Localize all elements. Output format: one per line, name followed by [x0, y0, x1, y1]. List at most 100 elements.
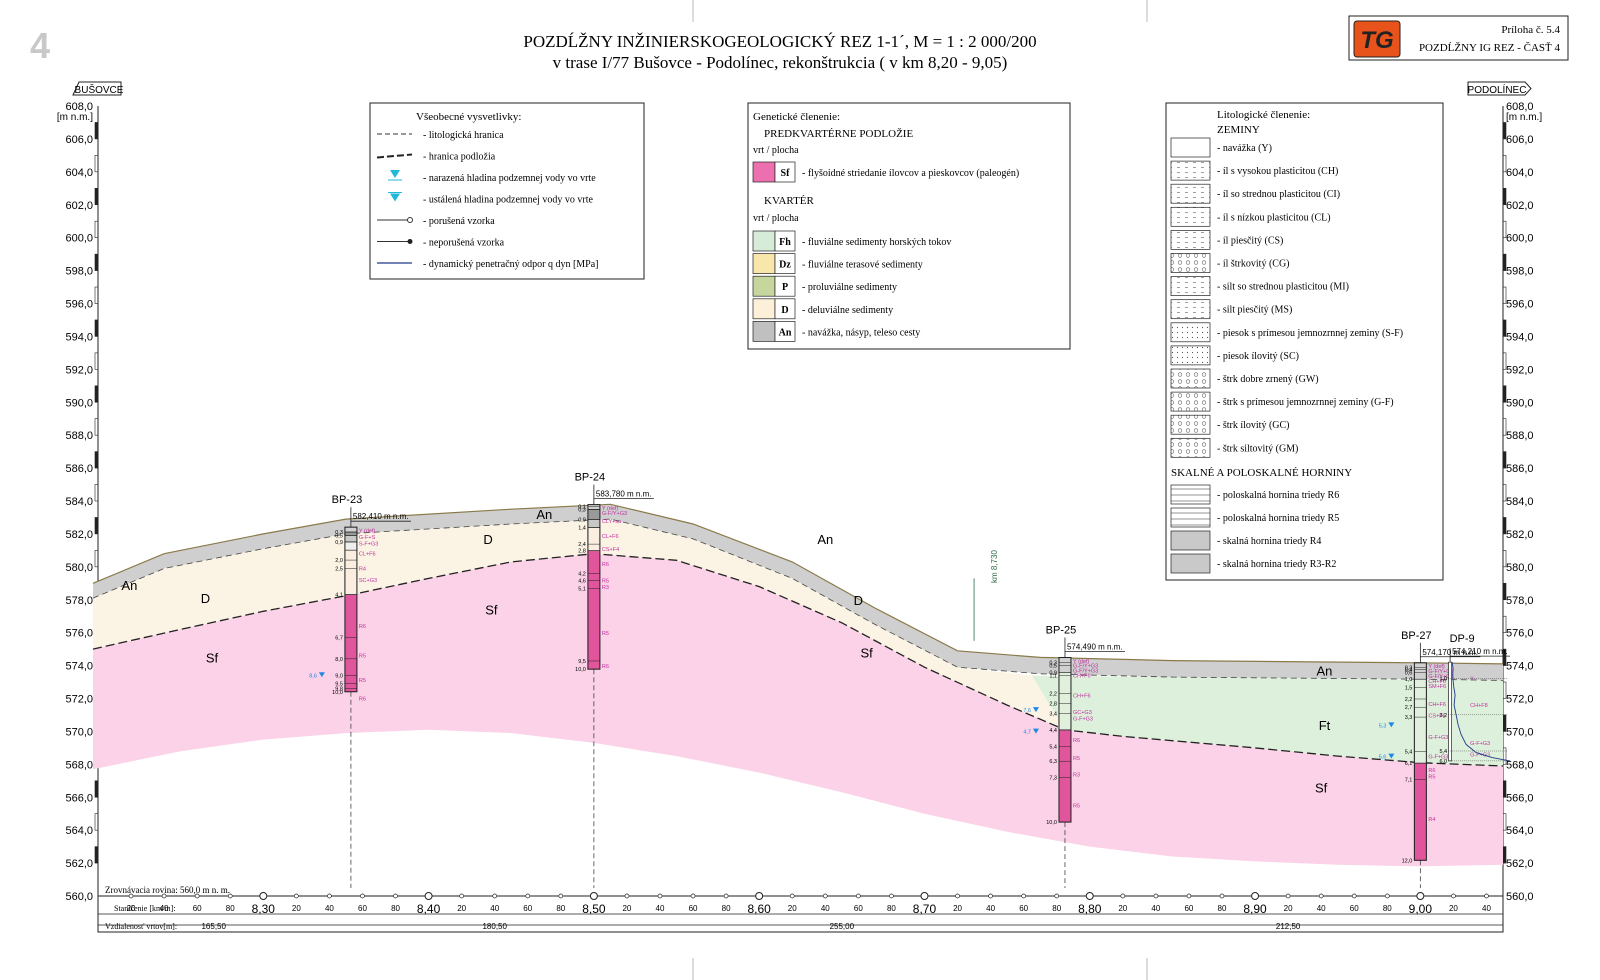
station-minor-label: 40: [986, 904, 995, 913]
borehole-name: BP-23: [332, 494, 363, 506]
genetic-label: - proluviálne sedimenty: [802, 282, 897, 293]
borehole-lithology-code: R6: [359, 624, 366, 630]
axis-tick-label: 594,0: [1506, 331, 1534, 343]
borehole-lithology-code: S-F+G3: [359, 542, 378, 548]
borehole-lithology-code: R6: [1428, 768, 1435, 774]
station-minor-marker: [1186, 893, 1192, 899]
station-minor-label: 60: [193, 904, 202, 913]
axis-tick-label: 560,0: [1506, 891, 1534, 903]
borehole-lithology-code: CH+F6: [1073, 674, 1091, 680]
station-minor-label: 80: [226, 904, 235, 913]
station-minor-marker: [1219, 893, 1225, 899]
genetic-swatch-code-box: [774, 321, 796, 342]
undisturbed-sample-icon: [407, 239, 413, 244]
station-minor-marker: [1351, 893, 1357, 899]
station-minor-marker: [492, 893, 498, 899]
station-minor-marker: [128, 893, 134, 899]
axis-unit-right: [m n.m.]: [1506, 112, 1542, 123]
borehole-lithology-code: R6: [602, 664, 609, 670]
unit-label: An: [817, 532, 833, 547]
lithology-label: - íl s nízkou plasticitou (CL): [1217, 212, 1331, 223]
borehole-name: BP-27: [1401, 630, 1432, 642]
general-legend-heading: Všeobecné vysvetlivky:: [416, 111, 521, 123]
rock-swatch: [1170, 553, 1211, 574]
axis-tick-label: 598,0: [1506, 266, 1534, 278]
axis-tick-label: 602,0: [1506, 200, 1534, 212]
station-marker: [259, 892, 268, 900]
penetration-elevation: 574,210 m n.m.: [1452, 647, 1508, 656]
borehole-lithology-code: G-F/Y+G3: [1428, 674, 1453, 680]
station-minor-label: 80: [1383, 904, 1392, 913]
borehole-layer: [344, 549, 358, 595]
axis-tick-label: 588,0: [1506, 430, 1534, 442]
lithology-legend: Litologické členenie: ZEMINY SKALNÉ A PO…: [1165, 102, 1444, 581]
genetic-swatch-area: [752, 161, 776, 183]
axis-tick-label: 592,0: [65, 364, 93, 376]
genetic-swatch-area: [752, 230, 776, 252]
pre-quaternary-heading: PREDKVARTÉRNE PODLOŽIE: [764, 128, 913, 140]
attachment-number: Príloha č. 5.4: [1501, 24, 1560, 36]
stationing-table: Zrovnávacia rovina: 560,0 m n. m. Stanič…: [97, 885, 1504, 933]
station-major-label: 8,80: [1078, 902, 1102, 916]
borehole-distance: 180,50: [482, 922, 507, 931]
pre-quaternary-sub: vrt / plocha: [753, 145, 799, 156]
borehole-bp-24: BP-24 583,780 m n.m. 0,10,3 0,9 1,4 2,42,8 4,2…: [575, 472, 654, 888]
station-minor-label: 20: [127, 904, 136, 913]
station-major-label: 8,30: [252, 902, 276, 916]
lithology-swatch: [1170, 322, 1211, 343]
axis-tick-label: 566,0: [1506, 792, 1534, 804]
station-minor-label: 60: [523, 904, 532, 913]
rock-swatch: [1170, 530, 1211, 551]
borehole-depth-label: 0,3: [335, 530, 343, 536]
borehole-layer: [344, 541, 358, 551]
station-minor-marker: [624, 893, 630, 899]
station-minor-label: 60: [1184, 904, 1193, 913]
borehole-depth-label: 1,1: [1049, 674, 1057, 680]
axis-tick-label: 578,0: [1506, 595, 1534, 607]
company-logo: [1353, 20, 1401, 58]
water-level-icon: [1388, 722, 1395, 728]
station-minor-label: 40: [656, 904, 665, 913]
station-minor-label: 80: [556, 904, 565, 913]
borehole-outline: [587, 504, 601, 670]
genetic-code: D: [781, 305, 788, 316]
rocks-heading: SKALNÉ A POLOSKALNÉ HORNINY: [1171, 467, 1352, 479]
rock-label: - skalná hornina triedy R4: [1217, 536, 1321, 547]
penetration-depth-label: 5,4: [1439, 749, 1447, 755]
borehole-depth-label: 9,8: [335, 686, 343, 692]
quaternary-heading: KVARTÉR: [764, 195, 815, 207]
station-minor-marker: [1153, 893, 1159, 899]
general-legend-label: - narazená hladina podzemnej vody vo vrt…: [423, 173, 596, 184]
borehole-lithology-code: Y (def): [602, 506, 619, 512]
station-marker: [920, 892, 929, 900]
borehole-depth-label: 2,4: [578, 542, 586, 548]
borehole-lithology-code: G-F/Y+G3: [1073, 669, 1098, 675]
penetration-column: [1448, 661, 1452, 762]
axis-tick-label: 564,0: [65, 825, 93, 837]
d-deluvial-layer: [93, 519, 1065, 730]
penetration-depth-label: 1,0: [1439, 677, 1447, 683]
general-legend-label: - porušená vzorka: [423, 216, 495, 227]
borehole-depth-label: 9,0: [335, 673, 343, 679]
station-minor-label: 20: [788, 904, 797, 913]
borehole-lithology-code: R5: [1428, 774, 1435, 780]
station-minor-marker: [988, 893, 993, 899]
water-level-depth: 4,7: [1023, 730, 1031, 736]
borehole-depth-label: 0,1: [578, 504, 586, 510]
axis-tick-label: 596,0: [65, 299, 93, 311]
station-minor-marker: [161, 893, 167, 899]
borehole-depth-label: 9,5: [335, 682, 343, 688]
borehole-layer: [1058, 672, 1072, 731]
borehole-lithology-code: R6: [359, 696, 366, 702]
lithology-label: - íl so strednou plasticitou (CI): [1217, 189, 1340, 200]
borehole-lithology-code: R5: [359, 654, 366, 660]
station-minor-label: 60: [854, 904, 863, 913]
lithology-label: - štrk ílovitý (GC): [1217, 420, 1290, 431]
axis-tick-label: 596,0: [1506, 299, 1534, 311]
water-reached-icon: [390, 170, 400, 178]
water-level-icon: [1388, 753, 1395, 759]
station-minor-marker: [955, 893, 960, 899]
station-minor-label: 20: [1118, 904, 1127, 913]
station-minor-marker: [1451, 893, 1456, 899]
lithology-swatch: [1170, 299, 1211, 320]
